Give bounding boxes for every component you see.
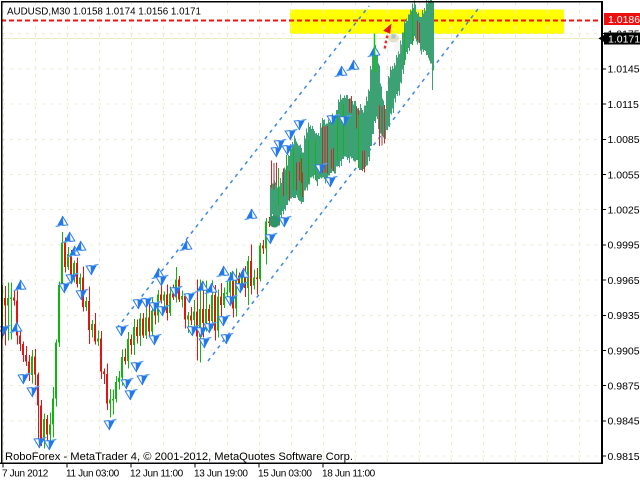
svg-text:7 Jun 2012: 7 Jun 2012 (2, 469, 49, 480)
svg-text:13 Jun 19:00: 13 Jun 19:00 (194, 469, 248, 480)
svg-text:12 Jun 11:00: 12 Jun 11:00 (130, 469, 184, 480)
svg-text:1.0171: 1.0171 (608, 33, 640, 45)
svg-text:15 Jun 03:00: 15 Jun 03:00 (258, 469, 312, 480)
svg-text:0.9875: 0.9875 (608, 381, 640, 393)
svg-text:1.0055: 1.0055 (608, 169, 640, 181)
svg-text:0.9935: 0.9935 (608, 310, 640, 322)
svg-text:0.9905: 0.9905 (608, 345, 640, 357)
svg-text:0.9815: 0.9815 (608, 451, 640, 463)
svg-text:0.9995: 0.9995 (608, 240, 640, 252)
svg-text:RoboForex - MetaTrader 4, © 20: RoboForex - MetaTrader 4, © 2001-2012, M… (5, 451, 353, 463)
svg-text:1.0145: 1.0145 (608, 64, 640, 76)
svg-text:18 Jun 11:00: 18 Jun 11:00 (322, 469, 376, 480)
svg-text:0.9845: 0.9845 (608, 416, 640, 428)
svg-text:11 Jun 03:00: 11 Jun 03:00 (66, 469, 120, 480)
svg-text:1.0186: 1.0186 (608, 14, 640, 26)
svg-text:AUDUSD,M30 1.0158 1.0174 1.01: AUDUSD,M30 1.0158 1.0174 1.0156 1.0171 (7, 7, 201, 18)
svg-text:1.0085: 1.0085 (608, 134, 640, 146)
svg-text:1.0115: 1.0115 (608, 99, 639, 111)
svg-text:1.0025: 1.0025 (608, 205, 640, 217)
svg-text:0.9965: 0.9965 (608, 275, 640, 287)
